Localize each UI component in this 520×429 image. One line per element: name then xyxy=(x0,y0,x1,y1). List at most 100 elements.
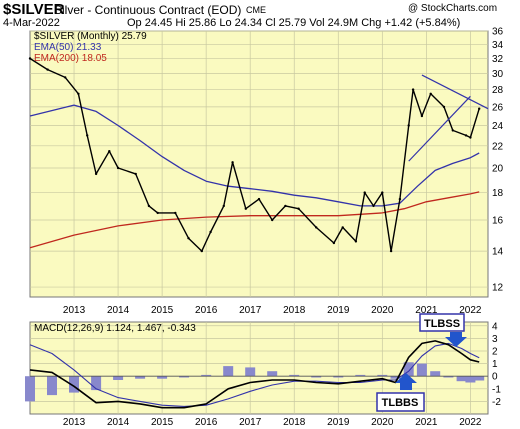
price-point xyxy=(420,114,424,118)
upper-trendline xyxy=(421,74,489,110)
price-point xyxy=(315,226,318,229)
price-point xyxy=(231,161,234,164)
price-point xyxy=(341,226,344,229)
price-point xyxy=(297,207,300,210)
macd-histogram-bar xyxy=(456,376,467,382)
price-y-tick-label: 24 xyxy=(492,121,504,132)
price-point xyxy=(134,172,137,176)
price-y-tick-label: 32 xyxy=(492,54,504,65)
price-point xyxy=(174,211,177,215)
price-y-tick-label: 20 xyxy=(492,164,504,175)
tlbss-box xyxy=(419,313,465,332)
price-point xyxy=(187,237,190,240)
macd-x-tick-label: 2016 xyxy=(195,417,218,428)
price-point xyxy=(77,92,80,96)
price-point xyxy=(478,107,481,110)
price-point xyxy=(86,134,89,137)
copyright: @ StockCharts.com xyxy=(408,3,498,14)
macd-histogram-bar xyxy=(390,376,401,379)
price-x-tick-label: 2019 xyxy=(327,305,350,316)
ohlc-readout: Op 24.45 Hi 25.86 Lo 24.34 Cl 25.79 Vol … xyxy=(127,17,461,29)
price-point xyxy=(94,172,98,176)
macd-histogram-bar xyxy=(47,376,57,396)
price-y-tick-label: 36 xyxy=(492,27,504,38)
price-y-tick-label: 28 xyxy=(492,85,504,96)
ema200-line xyxy=(29,191,480,249)
price-point xyxy=(429,92,432,96)
macd-histogram-bar xyxy=(69,376,79,393)
price-point xyxy=(464,134,468,137)
macd-histogram-bar xyxy=(91,376,102,391)
price-y-tick-label: 18 xyxy=(492,188,504,199)
macd-y-tick-label: 0 xyxy=(492,372,498,383)
price-point xyxy=(407,124,410,127)
macd-histogram-bar xyxy=(157,376,168,379)
price-point xyxy=(451,129,454,132)
price-point xyxy=(372,204,375,208)
price-x-tick-label: 2014 xyxy=(107,305,130,316)
price-point xyxy=(389,249,393,253)
macd-line xyxy=(29,340,480,409)
price-y-tick-label: 22 xyxy=(492,141,504,152)
macd-y-tick-label: -1 xyxy=(492,384,501,395)
macd-histogram-bar xyxy=(289,374,300,377)
macd-histogram-bar xyxy=(443,376,454,378)
legend-price: $SILVER (Monthly) 25.79 xyxy=(34,31,147,42)
macd-histogram-bar xyxy=(377,374,388,377)
macd-x-tick-label: 2017 xyxy=(239,417,262,428)
ema50-line xyxy=(29,104,480,207)
price-point xyxy=(222,204,225,208)
macd-y-tick-label: 4 xyxy=(492,321,498,332)
macd-y-tick-label: 2 xyxy=(492,346,498,357)
macd-histogram-bar xyxy=(245,367,256,377)
macd-histogram-bar xyxy=(267,371,278,377)
tlbss-label: TLBSS xyxy=(424,318,460,330)
lower-trendline xyxy=(408,95,471,162)
price-x-tick-label: 2020 xyxy=(371,305,394,316)
macd-x-tick-label: 2013 xyxy=(63,417,86,428)
price-y-tick-label: 16 xyxy=(492,216,504,227)
macd-y-tick-label: -2 xyxy=(492,397,501,408)
price-point xyxy=(257,197,261,201)
price-x-tick-label: 2018 xyxy=(283,305,306,316)
legend-ema50: EMA(50) 21.33 xyxy=(34,42,102,53)
price-point xyxy=(363,191,366,194)
price-x-tick-label: 2021 xyxy=(415,305,438,316)
macd-histogram-bar xyxy=(403,362,414,377)
price-y-tick-label: 14 xyxy=(492,247,504,258)
price-panel xyxy=(29,30,489,298)
chart-title: Silver - Continuous Contract (EOD) xyxy=(54,3,242,17)
macd-histogram-bar xyxy=(430,371,441,377)
price-point xyxy=(442,105,446,109)
macd-histogram-bar xyxy=(333,376,344,378)
price-point xyxy=(209,230,212,234)
macd-x-tick-label: 2015 xyxy=(151,417,174,428)
price-point xyxy=(147,204,151,208)
price-point xyxy=(200,249,203,253)
macd-histogram-bar xyxy=(201,374,212,377)
macd-x-tick-label: 2014 xyxy=(107,417,130,428)
price-point xyxy=(381,191,384,194)
price-point xyxy=(411,88,415,91)
price-point xyxy=(398,197,402,201)
price-point xyxy=(63,76,67,79)
price-point xyxy=(469,136,472,139)
macd-histogram-bar xyxy=(474,376,485,381)
legend-ema200: EMA(200) 18.05 xyxy=(34,53,107,64)
tlbbs-up-arrow-icon xyxy=(395,373,417,390)
chart-symbol: $SILVER xyxy=(3,1,65,18)
price-x-tick-label: 2017 xyxy=(239,305,262,316)
macd-y-tick-label: 1 xyxy=(492,359,498,370)
tlbbs-box xyxy=(376,392,425,412)
price-point xyxy=(284,204,287,208)
price-point xyxy=(46,68,49,71)
price-x-tick-label: 2015 xyxy=(151,305,174,316)
tlbbs-label: TLBBS xyxy=(382,397,419,409)
price-point xyxy=(116,166,120,170)
price-y-tick-label: 12 xyxy=(492,283,504,294)
macd-histogram-bar xyxy=(355,374,366,377)
macd-histogram-bar xyxy=(25,376,35,402)
price-point xyxy=(108,150,111,153)
price-x-tick-label: 2016 xyxy=(195,305,218,316)
macd-x-tick-label: 2019 xyxy=(327,417,350,428)
